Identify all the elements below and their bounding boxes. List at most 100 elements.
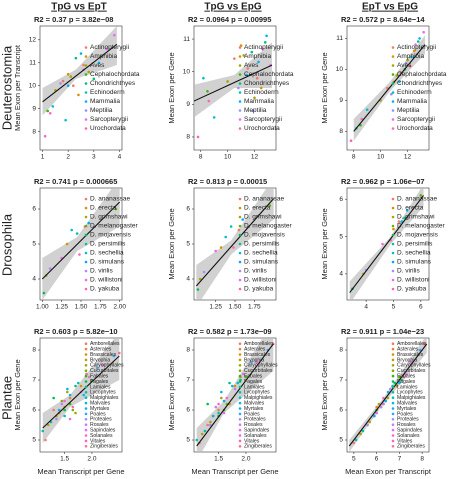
point (400, 220, 403, 223)
legend-label: Echinoderm (90, 89, 125, 96)
legend-swatch (238, 287, 242, 291)
legend-label: D. ananassae (90, 196, 130, 203)
legend-label: Proteales (397, 417, 419, 423)
legend-label: Lycophytes (397, 390, 423, 396)
point (79, 384, 83, 388)
legend-label: Bryophia (397, 357, 417, 363)
legend-swatch (391, 445, 395, 448)
legend-swatch (84, 353, 88, 356)
y-tick-label: 4 (339, 271, 343, 278)
legend-swatch (84, 224, 88, 228)
point (63, 414, 66, 418)
legend-swatch (238, 109, 242, 112)
point (228, 381, 231, 385)
point (410, 55, 413, 59)
x-tick-label: 6 (375, 456, 379, 463)
legend-swatch (84, 46, 88, 49)
point (74, 411, 77, 415)
point (236, 381, 240, 385)
regression-line (42, 355, 120, 429)
regression-line (196, 343, 274, 447)
point (219, 246, 223, 249)
point (263, 41, 267, 44)
point (77, 93, 80, 97)
point (117, 351, 121, 355)
legend-swatch (238, 224, 242, 228)
legend-swatch (238, 380, 242, 383)
legend-label: Aves (244, 62, 259, 69)
annotation: R2 = 0.741 p = 0.000665 (34, 177, 117, 186)
point (105, 47, 108, 51)
legend-label: Malpighiales (397, 395, 426, 401)
legend-label: Caryophyllales (244, 363, 278, 369)
legend-label: Caryophyllales (90, 363, 124, 369)
legend-swatch (84, 100, 88, 103)
legend-label: Fabales (244, 373, 263, 379)
point (52, 408, 55, 412)
legend-label: Echinoderm (397, 89, 432, 96)
point (203, 429, 207, 433)
legend-swatch (238, 127, 242, 130)
legend-label: Solanales (90, 433, 113, 439)
point (71, 405, 75, 409)
point (66, 387, 69, 391)
y-tick-label: 8 (32, 128, 36, 135)
point (255, 360, 259, 364)
point (404, 372, 408, 376)
plot-area (195, 338, 275, 452)
point (381, 242, 384, 246)
point (241, 372, 245, 376)
legend-swatch (391, 278, 395, 282)
x-tick-label: 1.75 (248, 304, 261, 311)
legend-label: Rosales (397, 422, 416, 428)
annotation: R2 = 0.813 p = 0.00015 (188, 177, 267, 186)
annotation: R2 = 0.0964 p = 0.00995 (188, 15, 271, 24)
point (198, 277, 202, 281)
legend-label: D. willistoni (90, 277, 123, 284)
regression-line (41, 201, 121, 280)
legend-swatch (84, 197, 88, 201)
legend-label: D. simulans (244, 259, 279, 266)
legend-label: Solanales (397, 433, 420, 439)
x-tick-label: 3 (92, 154, 96, 161)
point (206, 89, 209, 93)
legend-label: Lycophytes (244, 390, 270, 396)
point (196, 135, 200, 139)
row-title: Deuterostomia (0, 45, 14, 130)
legend-label: D. mojavensis (397, 232, 439, 239)
point (48, 267, 52, 270)
annotation: R2 = 0.603 p = 5.82e−10 (34, 327, 118, 336)
point (69, 75, 73, 78)
point (217, 402, 220, 406)
legend-label: D. simulans (90, 259, 125, 266)
legend-label: Actinopterygii (90, 44, 129, 51)
point (416, 40, 420, 43)
legend-label: Fagales (90, 379, 109, 385)
column-title: TpG vs EpT (51, 2, 107, 13)
point (75, 232, 79, 235)
y-tick-label: 10 (29, 82, 37, 89)
legend-swatch (238, 423, 242, 427)
x-tick-label: 12 (251, 154, 259, 161)
y-tick-label: 9 (186, 101, 190, 108)
legend-swatch (391, 342, 395, 346)
point (66, 72, 70, 76)
y-tick-label: 9 (32, 105, 36, 112)
legend-swatch (391, 118, 395, 121)
point (233, 384, 237, 388)
legend-label: Lycophytes (90, 390, 116, 396)
point (202, 270, 206, 274)
legend-swatch (238, 401, 242, 405)
legend-swatch (84, 109, 88, 112)
legend-swatch (238, 46, 242, 49)
point (382, 402, 385, 406)
annotation: R2 = 0.572 p = 8.64e−14 (341, 15, 425, 24)
legend-label: Brassicales (90, 352, 117, 358)
legend-label: D. grimshawi (397, 214, 435, 221)
y-tick-label: 8 (186, 134, 190, 141)
legend-swatch (391, 412, 395, 416)
legend-label: Mammalia (244, 98, 274, 105)
legend-label: Poales (397, 411, 413, 417)
point (412, 49, 416, 53)
